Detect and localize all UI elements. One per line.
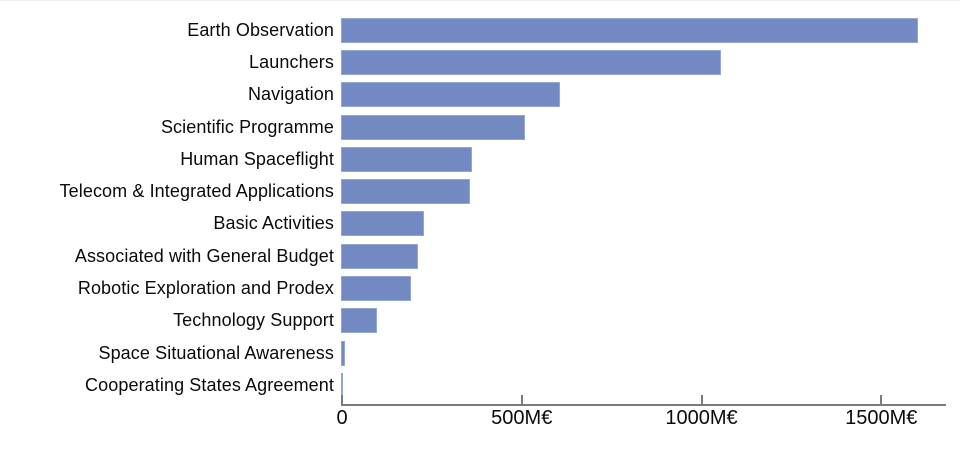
x-axis-tick-mark: [700, 395, 703, 404]
category-label: Associated with General Budget: [74, 245, 334, 266]
category-label: Telecom & Integrated Applications: [59, 181, 334, 202]
bar-row: Human Spaceflight: [0, 143, 960, 175]
bar-row: Cooperating States Agreement: [0, 369, 960, 401]
x-axis-tick-mark: [341, 395, 343, 404]
bar: [341, 17, 918, 43]
x-axis-line: [341, 395, 946, 406]
x-axis-tick-label: 0: [336, 407, 348, 429]
bar: [341, 114, 526, 140]
bar: [341, 243, 418, 269]
bar: [341, 340, 345, 366]
bar: [341, 308, 377, 334]
category-label: Launchers: [249, 51, 334, 72]
category-label: Robotic Exploration and Prodex: [77, 278, 334, 299]
x-axis-tick-label: 500M€: [491, 407, 553, 429]
bar: [341, 82, 560, 108]
bar-row: Scientific Programme: [0, 111, 960, 143]
bar-row: Telecom & Integrated Applications: [0, 175, 960, 207]
category-label: Human Spaceflight: [180, 148, 334, 169]
category-label: Cooperating States Agreement: [85, 374, 334, 395]
x-axis-tick-label: 1000M€: [665, 407, 738, 429]
x-axis-tick-mark: [520, 395, 523, 404]
bar: [341, 146, 472, 172]
bar: [341, 276, 412, 302]
bar-row: Launchers: [0, 46, 960, 78]
bar-row: Technology Support: [0, 305, 960, 337]
bar: [341, 211, 425, 237]
bar: [341, 49, 722, 75]
category-label: Technology Support: [173, 310, 334, 331]
bar-row: Space Situational Awareness: [0, 337, 960, 369]
x-axis-tick-mark: [880, 395, 883, 404]
x-axis-tick-label: 1500M€: [845, 407, 918, 429]
category-label: Navigation: [247, 84, 334, 105]
category-label: Earth Observation: [187, 19, 334, 40]
bar-row: Basic Activities: [0, 208, 960, 240]
bar-row: Navigation: [0, 79, 960, 111]
bar-row: Earth Observation: [0, 14, 960, 46]
bar-row: Associated with General Budget: [0, 240, 960, 272]
bar-row: Robotic Exploration and Prodex: [0, 272, 960, 304]
category-label: Scientific Programme: [160, 116, 334, 137]
category-label: Space Situational Awareness: [98, 342, 334, 363]
chart-rows: Earth Observation Launchers Navigation Scie…: [0, 14, 960, 402]
category-label: Basic Activities: [213, 213, 334, 234]
bar: [341, 179, 471, 205]
